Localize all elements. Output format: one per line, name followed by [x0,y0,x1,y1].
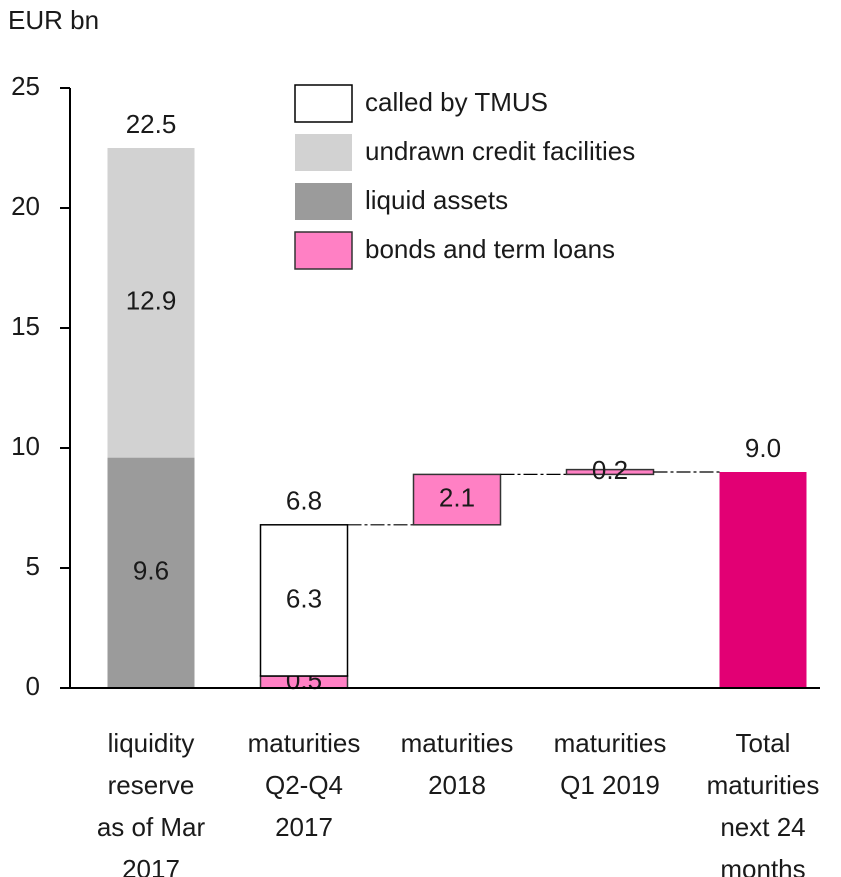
total-bar [719,472,807,688]
x-tick-label: reserve [108,770,195,800]
legend-swatch [294,84,353,123]
data-label: 0.2 [592,455,628,485]
x-tick-label: as of Mar [97,812,206,842]
chart-title: EUR bn [8,5,99,35]
legend-label: bonds and term loans [365,234,615,264]
y-tick-label: 15 [11,311,40,341]
total-label: 9.0 [745,433,781,463]
legend-swatch [295,183,352,220]
x-tick-label: maturities [401,728,514,758]
x-tick-label: Q1 2019 [560,770,660,800]
bar-segment [107,457,195,688]
y-tick-label: 20 [11,191,40,221]
y-tick-label: 0 [26,671,40,701]
y-tick-label: 25 [11,71,40,101]
legend-swatch [294,231,353,270]
legend-swatch [295,134,352,171]
y-tick-label: 5 [26,551,40,581]
bar-segment [412,473,502,526]
legend-label: undrawn credit facilities [365,136,635,166]
x-tick-label: next 24 [720,812,805,842]
data-label: 6.3 [286,583,322,613]
x-tick-label: Total [736,728,791,758]
x-tick-label: liquidity [108,728,195,758]
x-tick-label: maturities [707,770,820,800]
total-label: 22.5 [126,109,177,139]
x-tick-label: maturities [554,728,667,758]
x-tick-label: 2017 [275,812,333,842]
x-tick-label: 2017 [122,854,180,877]
x-tick-label: Q2-Q4 [265,770,343,800]
bar-segment [259,524,349,677]
legend-label: called by TMUS [365,87,548,117]
x-tick-label: 2018 [428,770,486,800]
data-label: 2.1 [439,482,475,512]
x-tick-label: months [720,854,805,877]
x-tick-label: maturities [248,728,361,758]
data-label: 12.9 [126,286,177,316]
legend-label: liquid assets [365,185,508,215]
total-label: 6.8 [286,486,322,516]
y-tick-label: 10 [11,431,40,461]
data-label: 9.6 [133,556,169,586]
bar-segment [107,148,195,458]
